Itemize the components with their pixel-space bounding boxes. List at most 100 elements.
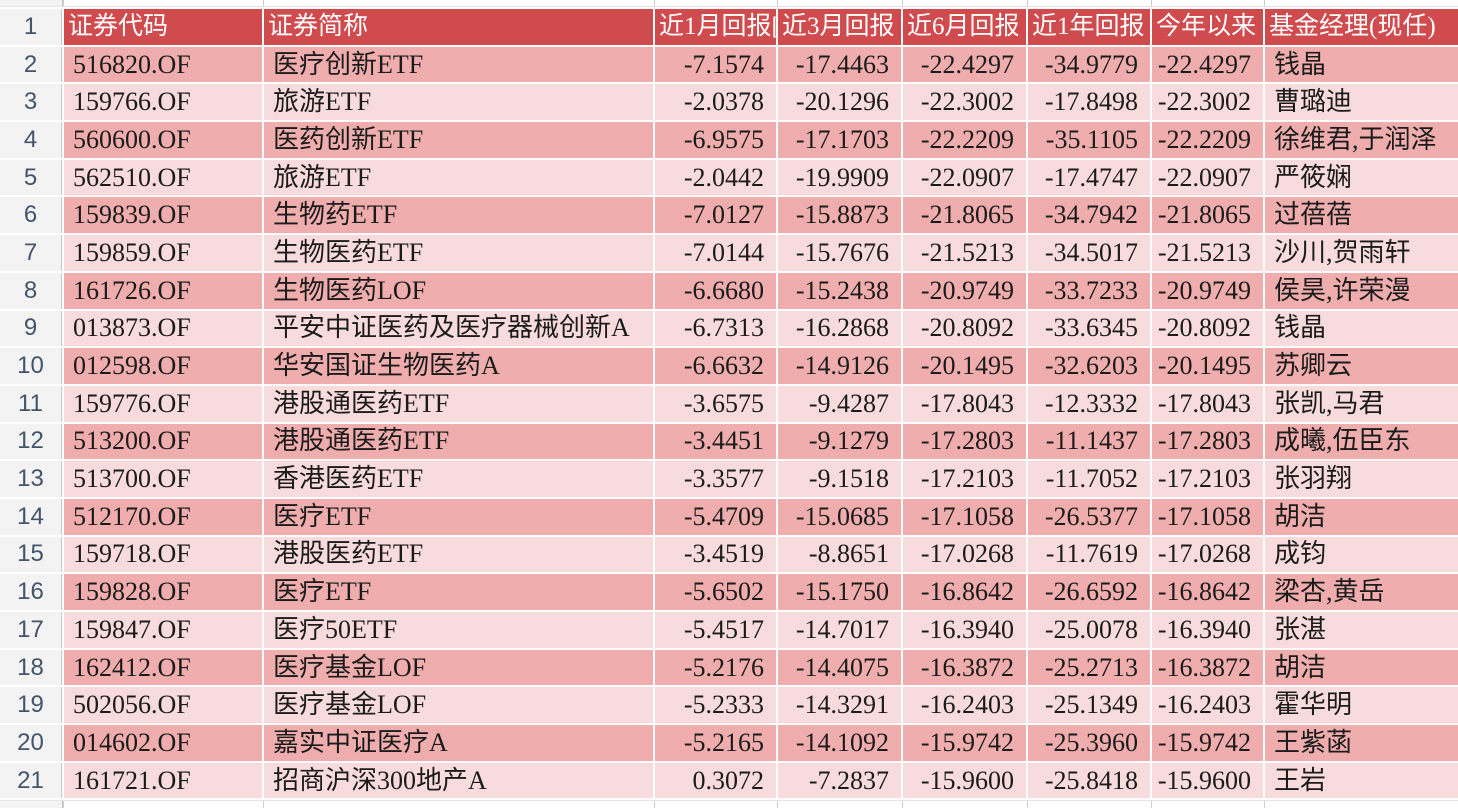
cell-r1m[interactable]: -5.4709: [655, 498, 776, 535]
cell-ytd[interactable]: -17.8043: [1152, 385, 1263, 422]
cell-mgr[interactable]: 王岩: [1265, 762, 1458, 799]
cell-code[interactable]: 159839.OF: [64, 197, 262, 234]
cell-ytd[interactable]: -17.2803: [1152, 423, 1263, 460]
cell-r3m[interactable]: -14.1092: [778, 725, 901, 761]
cell-mgr[interactable]: 霍华明: [1265, 687, 1458, 724]
cell-r3m[interactable]: -9.4287: [778, 385, 901, 422]
cell-name[interactable]: 港股医药ETF: [264, 536, 653, 573]
cell-r3m[interactable]: -9.1518: [778, 461, 901, 497]
cell-ytd[interactable]: -16.8642: [1152, 574, 1263, 610]
cell-name[interactable]: 港股通医药ETF: [264, 385, 653, 422]
cell-name[interactable]: 生物药ETF: [264, 197, 653, 234]
cell-name[interactable]: 生物医药ETF: [264, 235, 653, 271]
row-number[interactable]: 21: [0, 762, 62, 799]
header-cell-r6m[interactable]: 近6月回报: [903, 9, 1026, 45]
cell-code[interactable]: 013873.OF: [64, 310, 262, 347]
row-number[interactable]: 8: [0, 272, 62, 309]
cell-ytd[interactable]: -20.9749: [1152, 272, 1263, 309]
cell-code[interactable]: 012598.OF: [64, 348, 262, 384]
row-number[interactable]: 18: [0, 649, 62, 686]
cell-r1m[interactable]: -3.4519: [655, 536, 776, 573]
cell-ytd[interactable]: -16.2403: [1152, 687, 1263, 724]
cell-r1y[interactable]: -17.8498: [1028, 84, 1150, 121]
row-number[interactable]: 2: [0, 46, 62, 83]
cell-r3m[interactable]: -9.1279: [778, 423, 901, 460]
cell-ytd[interactable]: -15.9600: [1152, 762, 1263, 799]
cell-mgr[interactable]: 张羽翔: [1265, 461, 1458, 497]
cell-mgr[interactable]: 沙川,贺雨轩: [1265, 235, 1458, 271]
cell-r1m[interactable]: -3.3577: [655, 461, 776, 497]
cell-ytd[interactable]: -20.8092: [1152, 310, 1263, 347]
cell-r6m[interactable]: -16.2403: [903, 687, 1026, 724]
cell-ytd[interactable]: -16.3872: [1152, 649, 1263, 686]
header-cell-r1m[interactable]: 近1月回报[: [655, 9, 776, 45]
cell-code[interactable]: 560600.OF: [64, 122, 262, 158]
cell-r6m[interactable]: -20.9749: [903, 272, 1026, 309]
cell-ytd[interactable]: -22.3002: [1152, 84, 1263, 121]
header-cell-ytd[interactable]: 今年以来: [1152, 9, 1263, 45]
cell-ytd[interactable]: -17.2103: [1152, 461, 1263, 497]
header-cell-r1y[interactable]: 近1年回报: [1028, 9, 1150, 45]
cell-name[interactable]: 平安中证医药及医疗器械创新A: [264, 310, 653, 347]
cell-mgr[interactable]: 张湛: [1265, 612, 1458, 648]
cell-r1m[interactable]: -2.0378: [655, 84, 776, 121]
cell-r1m[interactable]: 0.3072: [655, 762, 776, 799]
row-number[interactable]: 4: [0, 122, 62, 158]
cell-code[interactable]: 502056.OF: [64, 687, 262, 724]
cell-r3m[interactable]: -15.8873: [778, 197, 901, 234]
row-number[interactable]: 7: [0, 235, 62, 271]
cell-ytd[interactable]: -20.1495: [1152, 348, 1263, 384]
cell-r1y[interactable]: -25.1349: [1028, 687, 1150, 724]
row-number[interactable]: 19: [0, 687, 62, 724]
cell-name[interactable]: 医疗ETF: [264, 498, 653, 535]
cell-mgr[interactable]: 成钧: [1265, 536, 1458, 573]
cell-r6m[interactable]: -16.8642: [903, 574, 1026, 610]
cell-r6m[interactable]: -17.2803: [903, 423, 1026, 460]
cell-r6m[interactable]: -20.1495: [903, 348, 1026, 384]
cell-code[interactable]: 159718.OF: [64, 536, 262, 573]
cell-r1m[interactable]: -6.9575: [655, 122, 776, 158]
row-number[interactable]: 20: [0, 725, 62, 761]
row-number[interactable]: 15: [0, 536, 62, 573]
cell-r1m[interactable]: -5.2333: [655, 687, 776, 724]
cell-r1y[interactable]: -34.7942: [1028, 197, 1150, 234]
cell-code[interactable]: 513700.OF: [64, 461, 262, 497]
cell-code[interactable]: 161721.OF: [64, 762, 262, 799]
cell-r1m[interactable]: -7.0144: [655, 235, 776, 271]
cell-r6m[interactable]: -16.3940: [903, 612, 1026, 648]
cell-r3m[interactable]: -15.1750: [778, 574, 901, 610]
cell-r3m[interactable]: -14.4075: [778, 649, 901, 686]
cell-r6m[interactable]: -15.9600: [903, 762, 1026, 799]
row-number[interactable]: 9: [0, 310, 62, 347]
row-number[interactable]: 14: [0, 498, 62, 535]
cell-name[interactable]: 医疗基金LOF: [264, 687, 653, 724]
cell-r3m[interactable]: -14.7017: [778, 612, 901, 648]
cell-r6m[interactable]: -17.8043: [903, 385, 1026, 422]
cell-name[interactable]: 旅游ETF: [264, 84, 653, 121]
header-cell-name[interactable]: 证券简称: [264, 9, 653, 45]
cell-r6m[interactable]: -22.3002: [903, 84, 1026, 121]
header-cell-code[interactable]: 证券代码: [64, 9, 262, 45]
cell-name[interactable]: 招商沪深300地产A: [264, 762, 653, 799]
cell-r1y[interactable]: -26.6592: [1028, 574, 1150, 610]
cell-r6m[interactable]: -22.0907: [903, 159, 1026, 196]
cell-ytd[interactable]: -21.5213: [1152, 235, 1263, 271]
cell-r3m[interactable]: -7.2837: [778, 762, 901, 799]
cell-r6m[interactable]: -17.0268: [903, 536, 1026, 573]
row-number[interactable]: 12: [0, 423, 62, 460]
cell-mgr[interactable]: 钱晶: [1265, 310, 1458, 347]
cell-r3m[interactable]: -8.8651: [778, 536, 901, 573]
cell-mgr[interactable]: 张凯,马君: [1265, 385, 1458, 422]
row-number[interactable]: 3: [0, 84, 62, 121]
cell-r6m[interactable]: -21.5213: [903, 235, 1026, 271]
cell-ytd[interactable]: -22.2209: [1152, 122, 1263, 158]
cell-name[interactable]: 港股通医药ETF: [264, 423, 653, 460]
cell-r6m[interactable]: -22.2209: [903, 122, 1026, 158]
cell-code[interactable]: 513200.OF: [64, 423, 262, 460]
cell-r1y[interactable]: -25.2713: [1028, 649, 1150, 686]
cell-r1m[interactable]: -7.0127: [655, 197, 776, 234]
cell-r6m[interactable]: -15.9742: [903, 725, 1026, 761]
cell-code[interactable]: 162412.OF: [64, 649, 262, 686]
cell-r1y[interactable]: -33.6345: [1028, 310, 1150, 347]
cell-name[interactable]: 嘉实中证医疗A: [264, 725, 653, 761]
